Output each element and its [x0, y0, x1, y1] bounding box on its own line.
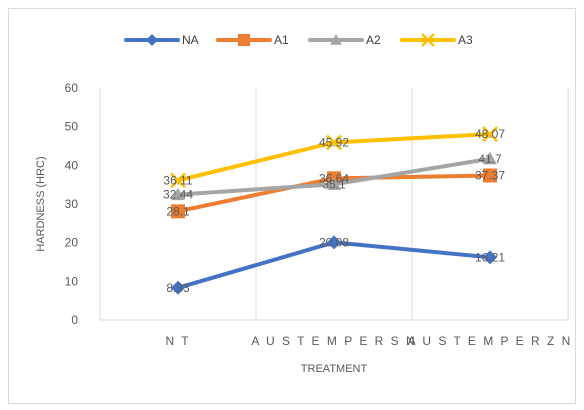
square-marker	[171, 204, 185, 219]
data-label: 35.1	[322, 177, 346, 191]
y-tick-label: 10	[65, 274, 79, 288]
triangle-marker	[327, 177, 341, 190]
grid	[99, 88, 569, 321]
y-tick-label: 40	[65, 158, 79, 172]
data-label: 32.44	[163, 188, 193, 202]
x-marker	[326, 134, 342, 151]
legend: NA A1 A2 A3	[124, 33, 473, 47]
series-a3	[170, 126, 498, 189]
legend-label: A3	[458, 33, 473, 47]
y-tick-label: 20	[65, 236, 79, 250]
legend-label: NA	[182, 33, 199, 47]
chart-frame	[8, 8, 576, 404]
series-a2	[171, 151, 497, 201]
series-group	[170, 126, 498, 295]
x-tick-label: N T	[165, 334, 190, 348]
triangle-marker	[483, 151, 497, 165]
y-tick-label: 30	[65, 197, 79, 211]
y-tick-label: 50	[65, 120, 79, 134]
data-label: 20.08	[319, 235, 349, 249]
data-label: 16.21	[475, 250, 505, 264]
x-tick-label: A U S T E M P E R Z N	[408, 334, 573, 348]
y-axis-title: HARDNESS (HRC)	[35, 156, 47, 251]
data-label: 45.92	[319, 135, 349, 149]
data-label: 36.64	[319, 171, 349, 185]
square-marker	[238, 34, 250, 46]
square-marker	[483, 168, 497, 183]
legend-label: A2	[366, 33, 381, 47]
data-labels: 8.33 20.08 16.21 28.1 36.64 37.37 32.44 35.1 41.…	[163, 127, 505, 295]
x-tick-label: A U S T E M P E R S N	[251, 334, 416, 348]
data-label: 8.33	[166, 281, 190, 295]
diamond-marker	[171, 280, 185, 295]
legend-label: A1	[274, 33, 289, 47]
legend-item-a3: A3	[400, 33, 473, 47]
x-axis-ticks: N T A U S T E M P E R S NA U S T E M P E …	[165, 334, 573, 348]
x-marker	[170, 172, 186, 189]
x-axis-title: TREATMENT	[301, 363, 368, 375]
data-label: 28.1	[166, 204, 190, 218]
triangle-marker	[171, 187, 185, 201]
data-label: 37.37	[475, 169, 505, 183]
y-tick-label: 60	[65, 81, 79, 95]
data-label: 48.07	[475, 127, 505, 141]
diamond-marker	[146, 34, 158, 46]
legend-item-a1: A1	[216, 33, 289, 47]
x-marker	[482, 126, 498, 143]
series-na	[171, 235, 497, 295]
diamond-marker	[327, 235, 341, 250]
y-tick-label: 0	[71, 313, 78, 327]
data-label: 36.11	[163, 173, 192, 187]
y-axis-ticks: 0 10 20 30 40 50 60	[65, 81, 79, 327]
diamond-marker	[483, 250, 497, 265]
x-marker	[421, 33, 435, 47]
legend-item-a2: A2	[308, 33, 381, 47]
data-label: 41.7	[478, 152, 502, 166]
legend-item-na: NA	[124, 33, 199, 47]
triangle-marker	[330, 34, 342, 45]
